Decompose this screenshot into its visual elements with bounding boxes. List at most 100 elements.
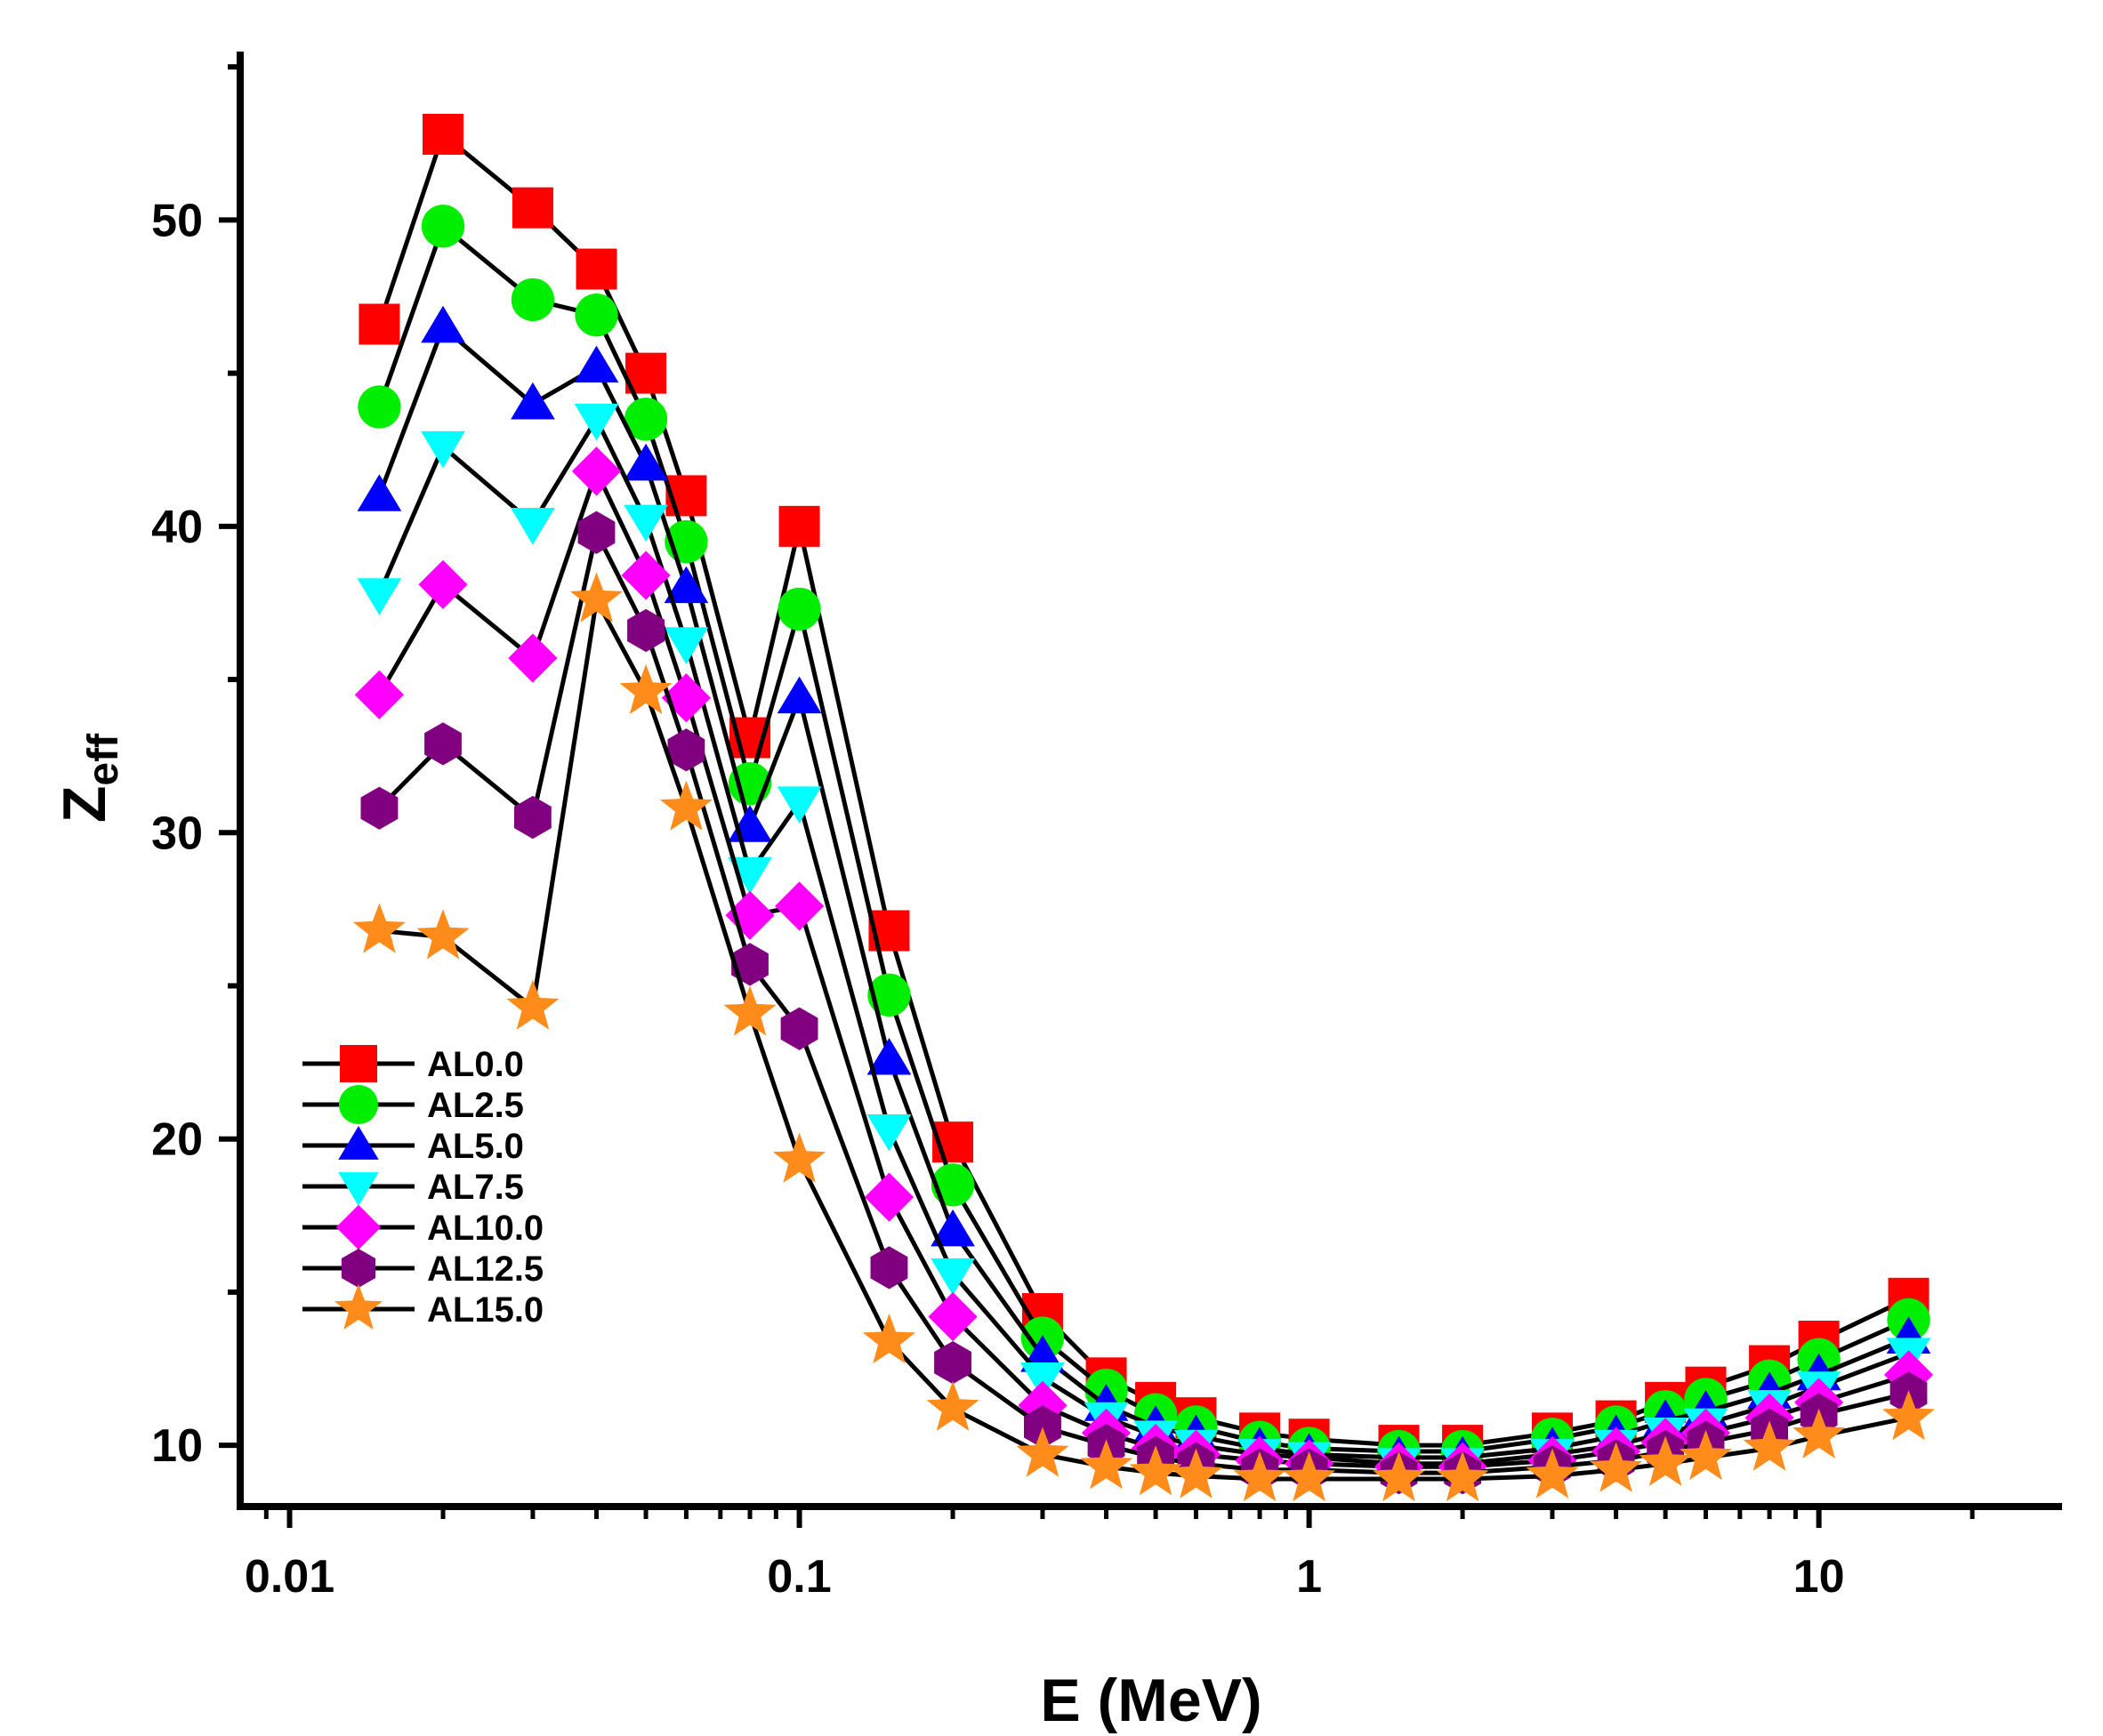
legend-marker: [340, 1045, 377, 1082]
x-tick-label: 1: [1296, 1551, 1322, 1603]
data-point: [659, 780, 713, 831]
data-point: [575, 293, 618, 337]
data-point: [1016, 1427, 1069, 1477]
data-point: [661, 673, 711, 723]
data-point: [574, 403, 619, 441]
data-point: [418, 559, 468, 609]
data-point: [1080, 1439, 1133, 1490]
data-point: [664, 566, 709, 604]
legend-label: AL2.5: [427, 1086, 524, 1125]
data-point: [864, 1172, 915, 1222]
data-point: [576, 248, 617, 290]
legend-marker: [338, 1126, 379, 1160]
y-axis-title-main: Z: [51, 786, 118, 824]
data-point: [866, 1114, 912, 1152]
x-tick-label: 10: [1793, 1551, 1845, 1603]
data-point: [577, 510, 616, 554]
svg-text:Zeff: Zeff: [51, 733, 127, 823]
data-point: [773, 1132, 826, 1183]
legend-marker: [334, 1283, 383, 1330]
data-point: [574, 345, 619, 383]
axis-tick-labels: 10 20 30 40 50 0.01 0.1 1 10: [151, 195, 1844, 1603]
data-point: [778, 587, 821, 631]
legend-label: AL10.0: [427, 1209, 544, 1248]
data-point: [928, 1291, 978, 1342]
data-point: [619, 663, 673, 714]
data-point: [357, 578, 402, 615]
data-point: [511, 277, 555, 322]
data-point: [352, 903, 406, 953]
data-point: [731, 943, 769, 986]
data-point: [728, 856, 772, 895]
y-axis-title-subscript: eff: [80, 733, 127, 786]
data-point: [725, 890, 775, 940]
data-point: [423, 113, 464, 155]
data-point: [421, 205, 465, 248]
data-point: [926, 1380, 979, 1431]
legend-label: AL15.0: [427, 1290, 544, 1330]
data-point: [777, 786, 822, 824]
x-tick-label: 0.01: [245, 1551, 334, 1603]
data-point: [1373, 1451, 1425, 1502]
data-point: [867, 973, 911, 1017]
x-axis-title: E (MeV): [1040, 1667, 1261, 1734]
data-point: [360, 786, 399, 830]
data-point: [778, 505, 820, 547]
data-point: [1526, 1448, 1579, 1499]
data-series: [352, 113, 1935, 1502]
data-point: [866, 1038, 912, 1075]
data-point: [1793, 1408, 1846, 1459]
series-line: [377, 530, 1910, 1475]
y-tick-label: 20: [151, 1114, 203, 1166]
series-line: [379, 598, 1910, 1482]
legend-label: AL7.5: [427, 1168, 524, 1207]
legend-marker: [338, 1172, 379, 1206]
data-point: [508, 633, 558, 683]
data-point: [931, 1209, 975, 1247]
legend-item: AL0.0: [302, 1045, 524, 1084]
data-point: [777, 676, 822, 714]
legend-item: AL15.0: [302, 1283, 544, 1330]
data-point: [1639, 1435, 1692, 1486]
legend-marker: [335, 1204, 382, 1250]
data-point: [571, 446, 622, 496]
data-point: [512, 187, 553, 229]
data-point: [664, 627, 709, 664]
data-point: [359, 303, 400, 345]
series-al15-0: [352, 572, 1935, 1502]
data-point: [1169, 1448, 1222, 1499]
data-point: [870, 1246, 908, 1290]
series-al12-5: [360, 510, 1928, 1495]
x-tick-label: 0.1: [767, 1551, 831, 1603]
axis-ticks: [219, 64, 1975, 1528]
axes: [237, 52, 2062, 1510]
legend-marker: [341, 1249, 376, 1288]
data-point: [627, 608, 665, 653]
legend-item: AL2.5: [302, 1084, 524, 1125]
data-point: [511, 508, 555, 545]
data-point: [1129, 1445, 1182, 1496]
data-point: [358, 385, 401, 429]
data-point: [1436, 1451, 1489, 1502]
data-point: [1743, 1420, 1796, 1471]
y-tick-label: 30: [151, 808, 203, 859]
y-axis-title: Zeff: [51, 733, 127, 823]
data-point: [570, 572, 624, 623]
data-point: [506, 979, 560, 1030]
data-point: [621, 551, 671, 600]
legend-label: AL0.0: [427, 1045, 524, 1084]
data-point: [354, 670, 404, 719]
legend-item: AL7.5: [302, 1168, 524, 1207]
data-point: [424, 722, 462, 766]
y-tick-label: 50: [151, 195, 203, 246]
data-point: [514, 795, 552, 840]
series-al2-5: [358, 205, 1930, 1474]
data-point: [416, 909, 470, 960]
axis-titles: E (MeV) Zeff: [51, 733, 1262, 1734]
data-point: [624, 398, 668, 441]
data-point: [1882, 1390, 1935, 1441]
data-point: [1283, 1451, 1336, 1502]
data-point: [934, 1341, 971, 1385]
legend-item: AL5.0: [302, 1126, 524, 1166]
